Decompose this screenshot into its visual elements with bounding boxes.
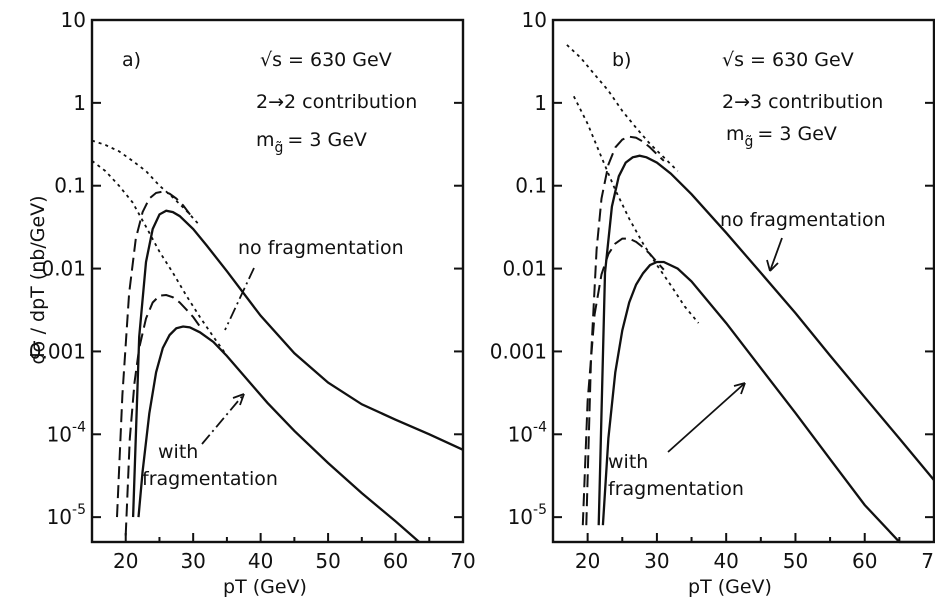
panel-b-series-no-fragmentation-dotted-line bbox=[566, 44, 679, 172]
panel-a-x-axis-label: pT (GeV) bbox=[223, 576, 307, 598]
panel-a-x-tick-label: 50 bbox=[315, 549, 340, 573]
panel-a-series-no-fragmentation-dashed-line bbox=[116, 190, 194, 518]
panel-b-series-no-fragmentation-dashed-line bbox=[585, 135, 665, 526]
panel-b-with-label: with bbox=[608, 451, 648, 473]
panel-b-y-tick-label: 0.001 bbox=[490, 339, 547, 363]
panel-a-x-tick-label: 40 bbox=[248, 549, 273, 573]
panel-b-fragmentation-label: fragmentation bbox=[608, 478, 744, 500]
panel-b-with-fragmentation-arrowhead bbox=[733, 382, 746, 395]
panel-b-no-fragmentation-pointer bbox=[769, 237, 783, 272]
panel-a-y-tick-label: 10 bbox=[61, 8, 86, 32]
panel-a-y-axis-label: dσ / dpT (nb/GeV) bbox=[27, 195, 49, 364]
panel-a-fragmentation-label: fragmentation bbox=[142, 468, 278, 490]
panel-a-y-tick-label: 10-5 bbox=[47, 502, 86, 529]
panel-b-x-tick-label: 40 bbox=[713, 549, 738, 573]
panel-a-y-tick-label: 10-4 bbox=[47, 419, 87, 446]
panel-a-no-fragmentation-pointer bbox=[224, 267, 255, 331]
panel-a-y-tick-label: 1 bbox=[73, 91, 86, 115]
panel-b-x-tick-label: 60 bbox=[852, 549, 877, 573]
panel-b-y-tick-label: 0.01 bbox=[502, 257, 547, 281]
panel-b-label: b) bbox=[612, 49, 631, 71]
panel-a-x-tick-label: 30 bbox=[180, 549, 205, 573]
panel-b-with-fragmentation-pointer bbox=[667, 382, 746, 453]
panel-b-x-tick-label: 30 bbox=[644, 549, 669, 573]
panel-a-process-annotation: 2→2 contribution bbox=[256, 91, 417, 113]
panel-a-x-tick-label: 20 bbox=[113, 549, 138, 573]
panel-a-energy-annotation: √s = 630 GeV bbox=[260, 49, 392, 71]
panel-a: 20 30 40 50 60 70 10 1 0.1 0.01 0.001 10-4 10-5 dσ /… bbox=[27, 8, 476, 598]
panel-b-y-tick-label: 1 bbox=[534, 91, 547, 115]
panel-b-y-tick-label: 10-4 bbox=[508, 419, 548, 446]
panel-a-no-fragmentation-label: no fragmentation bbox=[238, 237, 404, 259]
panel-b-plot-area bbox=[566, 44, 935, 544]
panel-b-series-with-fragmentation-dotted-line bbox=[572, 95, 700, 324]
panel-a-series-with-fragmentation-dotted-line bbox=[91, 160, 228, 357]
panel-b-mass-annotation: mg̃ = 3 GeV bbox=[726, 123, 837, 150]
panel-a-mass-annotation: mg̃ = 3 GeV bbox=[256, 129, 367, 156]
panel-b-ticks: 20 30 40 50 60 70 10 1 0.1 0.01 0.001 10-4 10-5 bbox=[490, 8, 935, 573]
panel-b-x-tick-label: 20 bbox=[575, 549, 600, 573]
panel-a-with-fragmentation-arrowhead bbox=[232, 393, 245, 406]
panel-a-label: a) bbox=[122, 49, 141, 71]
panel-a-y-tick-label: 0.01 bbox=[41, 257, 86, 281]
panel-a-series-no-fragmentation-dotted-line bbox=[91, 139, 201, 227]
panel-b-series-no-fragmentation-solid-line bbox=[597, 154, 935, 526]
panel-a-x-tick-label: 60 bbox=[383, 549, 408, 573]
panel-b-y-tick-label: 0.1 bbox=[515, 174, 547, 198]
panel-a-ticks: 20 30 40 50 60 70 10 1 0.1 0.01 0.001 10-4 10-5 bbox=[29, 8, 476, 573]
panel-a-frame bbox=[90, 18, 465, 544]
panel-a-y-tick-label: 0.001 bbox=[29, 339, 86, 363]
panel-b-frame bbox=[551, 18, 935, 544]
panel-b-x-tick-label: 50 bbox=[783, 549, 808, 573]
panel-b-y-tick-label: 10 bbox=[522, 8, 547, 32]
panel-b-x-axis-label: pT (GeV) bbox=[688, 576, 772, 598]
panel-b: 20 30 40 50 60 70 10 1 0.1 0.01 0.001 10-4 10-5 pT (… bbox=[490, 8, 935, 598]
panel-a-plot-area bbox=[91, 139, 464, 543]
panel-b-y-tick-label: 10-5 bbox=[508, 502, 547, 529]
panel-a-with-label: with bbox=[158, 441, 198, 463]
panel-b-series-with-fragmentation-solid-line bbox=[601, 260, 931, 544]
panel-a-series-no-fragmentation-solid-line bbox=[131, 209, 464, 518]
panel-a-with-fragmentation-pointer bbox=[201, 393, 245, 445]
panel-a-y-tick-label: 0.1 bbox=[54, 174, 86, 198]
panel-b-energy-annotation: √s = 630 GeV bbox=[722, 49, 854, 71]
panel-a-series-with-fragmentation-dashed-line bbox=[124, 293, 201, 536]
panel-b-no-fragmentation-arrowhead bbox=[766, 259, 779, 272]
panel-b-x-tick-label: 70 bbox=[921, 549, 935, 573]
panel-b-process-annotation: 2→3 contribution bbox=[722, 91, 883, 113]
panel-a-series-with-fragmentation-solid-line bbox=[137, 325, 420, 543]
panel-b-no-fragmentation-label: no fragmentation bbox=[720, 209, 886, 231]
panel-a-x-tick-label: 70 bbox=[450, 549, 475, 573]
